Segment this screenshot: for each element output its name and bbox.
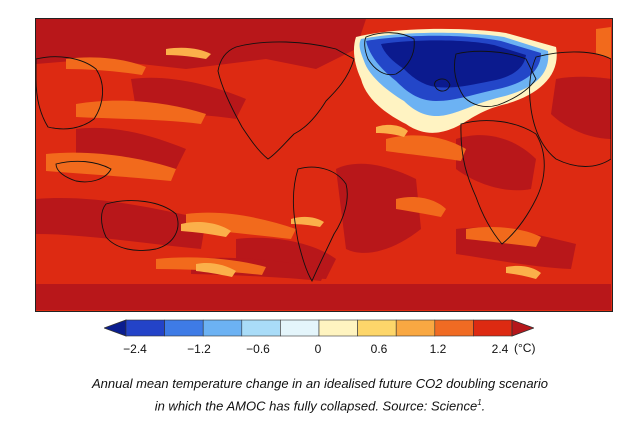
strong-warming-regions [36, 19, 611, 310]
colorbar-swatch [125, 319, 165, 337]
caption-reference-number: 1 [477, 398, 482, 407]
colorbar [104, 319, 534, 337]
indonesia-outline [55, 160, 112, 183]
colorbar-tick-label: 0 [314, 342, 322, 356]
caption-line-1: Annual mean temperature change in an ide… [91, 376, 548, 391]
colorbar-swatch [241, 319, 281, 337]
colorbar-tick-label: −2.4 [123, 342, 147, 356]
temperature-anomaly-map [35, 18, 613, 312]
africa-outline [460, 120, 545, 245]
colorbar-swatch [164, 319, 204, 337]
europe-outline [453, 50, 537, 108]
map-canvas [36, 19, 611, 310]
colorbar-tick-label: 1.2 [429, 342, 447, 356]
greenland-outline [364, 32, 415, 76]
colorbar-swatch [357, 319, 397, 337]
colorbar-tick-label: −1.2 [187, 342, 211, 356]
caption-line-2-end: . [481, 398, 486, 414]
colorbar-tick-label: 2.4 [491, 342, 509, 356]
north-america-outline [217, 41, 355, 160]
colorbar-swatch [395, 319, 436, 337]
colorbar-swatch [473, 319, 513, 337]
colorbar-max-triangle [511, 319, 534, 337]
coastlines [36, 32, 611, 282]
east-asia-outline [36, 56, 103, 130]
colorbar-swatch [318, 319, 358, 337]
colorbar-tick-label: −0.6 [246, 342, 270, 356]
colorbar-swatch [280, 319, 320, 337]
colorbar-unit: (°C) [514, 341, 536, 355]
figure-caption: Annual mean temperature change in an ide… [0, 374, 640, 415]
colorbar-swatch [434, 319, 474, 337]
moderate-warming-regions [46, 27, 611, 275]
australia-outline [101, 200, 179, 251]
caption-line-2: in which the AMOC has fully collapsed. S… [0, 393, 640, 415]
south-america-outline [292, 166, 348, 282]
uk-outline [434, 78, 451, 92]
colorbar-tick-label: 0.6 [370, 342, 388, 356]
colorbar-min-triangle [104, 319, 127, 337]
colorbar-swatch [202, 319, 243, 337]
asia-outline [529, 51, 611, 167]
caption-line-2-text: in which the AMOC has fully collapsed. S… [154, 398, 478, 414]
